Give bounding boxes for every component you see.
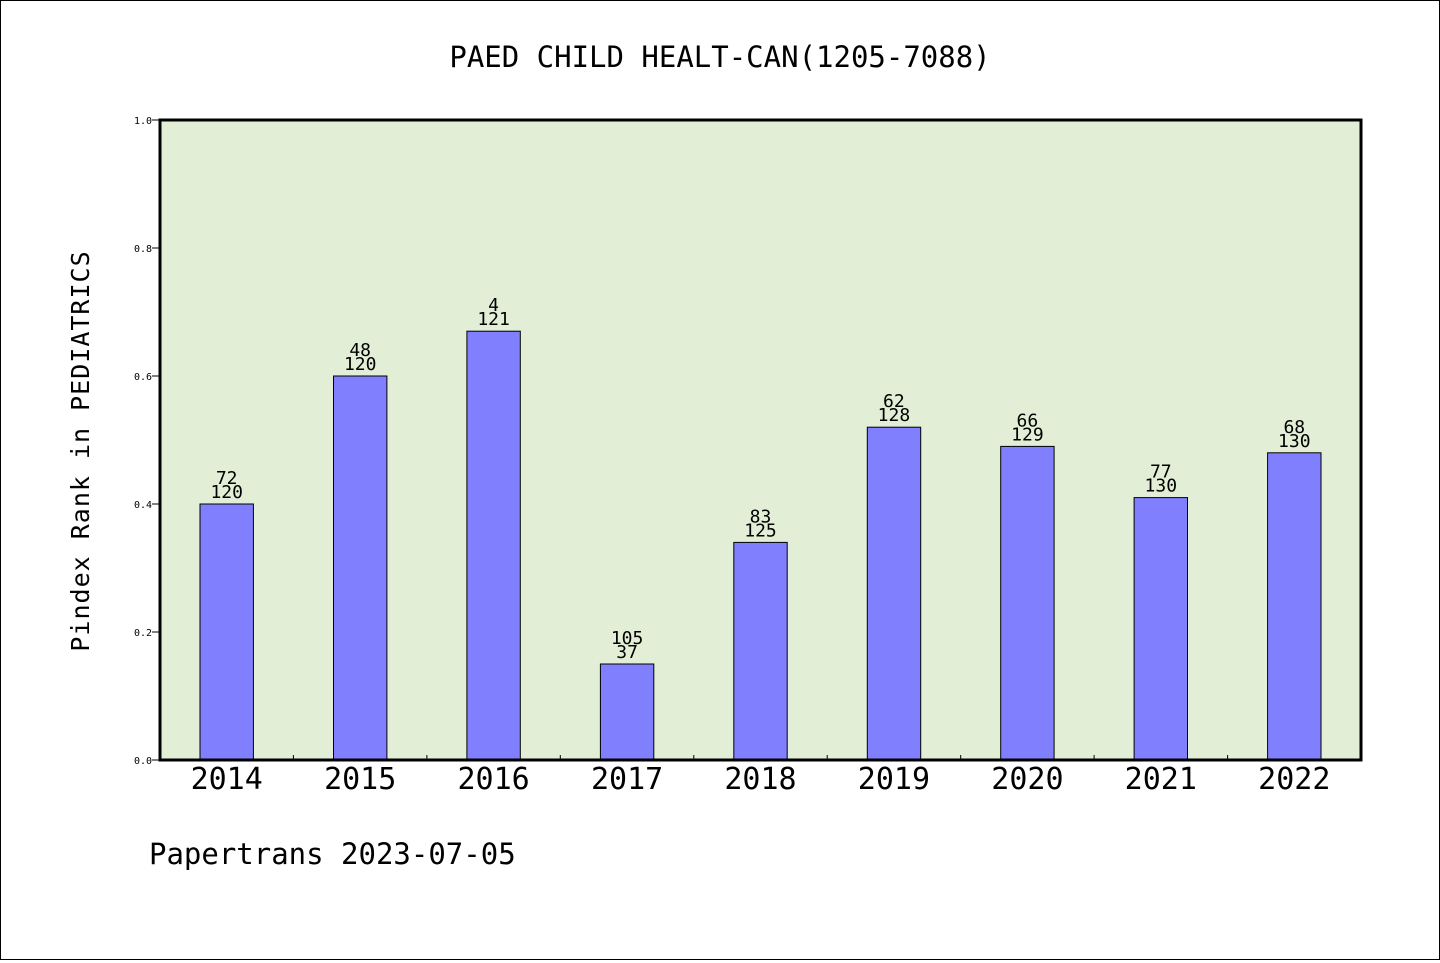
x-tick-label-2021: 2021 [1125,762,1197,797]
x-tick-label-2022: 2022 [1258,762,1330,797]
y-tick-label: 0.8 [134,244,152,255]
bar-2018 [733,541,788,761]
x-tick-label-2017: 2017 [591,762,663,797]
plot-border [158,118,1363,762]
bar-label-top-2015: 48 [349,340,371,361]
bar-2016 [466,330,521,761]
y-tick-label: 0.2 [134,628,152,639]
bar-label-bottom-2016: 121 [477,309,510,330]
y-tick-label: 0.6 [134,372,152,383]
y-tick-label: 0.0 [134,756,152,767]
bar-label-bottom-2014: 120 [210,482,243,503]
y-tick-label: 0.4 [134,500,152,511]
bar-label-bottom-2020: 129 [1011,424,1044,445]
x-ticks-group: 2014 2015 2016 2017 2018 2019 2020 2021 2022 [191,755,1330,797]
x-tick-label-2019: 2019 [858,762,930,797]
bar-2017 [599,663,655,761]
bar-label-bottom-2019: 128 [878,405,911,426]
x-tick-label-2014: 2014 [191,762,263,797]
bar-label-bottom-2018: 125 [744,520,777,541]
bar-label-top-2020: 66 [1017,410,1039,431]
bar-label-bottom-2015: 120 [344,354,377,375]
y-axis-label: Pindex Rank in PEDIATRICS [66,250,95,651]
bar-2021 [1133,497,1188,761]
bars-group [199,330,1322,761]
chart-title: PAED CHILD HEALT-CAN(1205-7088) [449,40,990,74]
bar-label-top-2016: 4 [488,295,499,316]
y-ticks-group: 0.0 0.2 0.4 0.6 0.8 1.0 [134,116,160,767]
x-tick-label-2015: 2015 [324,762,396,797]
bar-label-top-2021: 77 [1150,462,1172,483]
bar-2022 [1267,452,1322,761]
bar-2019 [866,426,922,761]
bar-2020 [1000,445,1055,761]
bar-label-top-2018: 83 [750,506,772,527]
bar-label-bottom-2021: 130 [1145,476,1178,497]
bar-label-top-2014: 72 [216,468,238,489]
y-tick-label: 1.0 [134,116,152,127]
footer-text: Papertrans 2023-07-05 [149,837,516,871]
x-tick-label-2020: 2020 [991,762,1063,797]
x-tick-label-2016: 2016 [457,762,529,797]
bar-2014 [199,503,254,761]
bar-label-top-2017: 105 [611,628,644,649]
x-tick-label-2018: 2018 [724,762,796,797]
bar-2015 [333,375,388,761]
bar-label-bottom-2017: 37 [616,642,638,663]
bar-label-bottom-2022: 130 [1278,431,1311,452]
bar-label-top-2019: 62 [883,391,905,412]
bar-label-top-2022: 68 [1283,417,1305,438]
